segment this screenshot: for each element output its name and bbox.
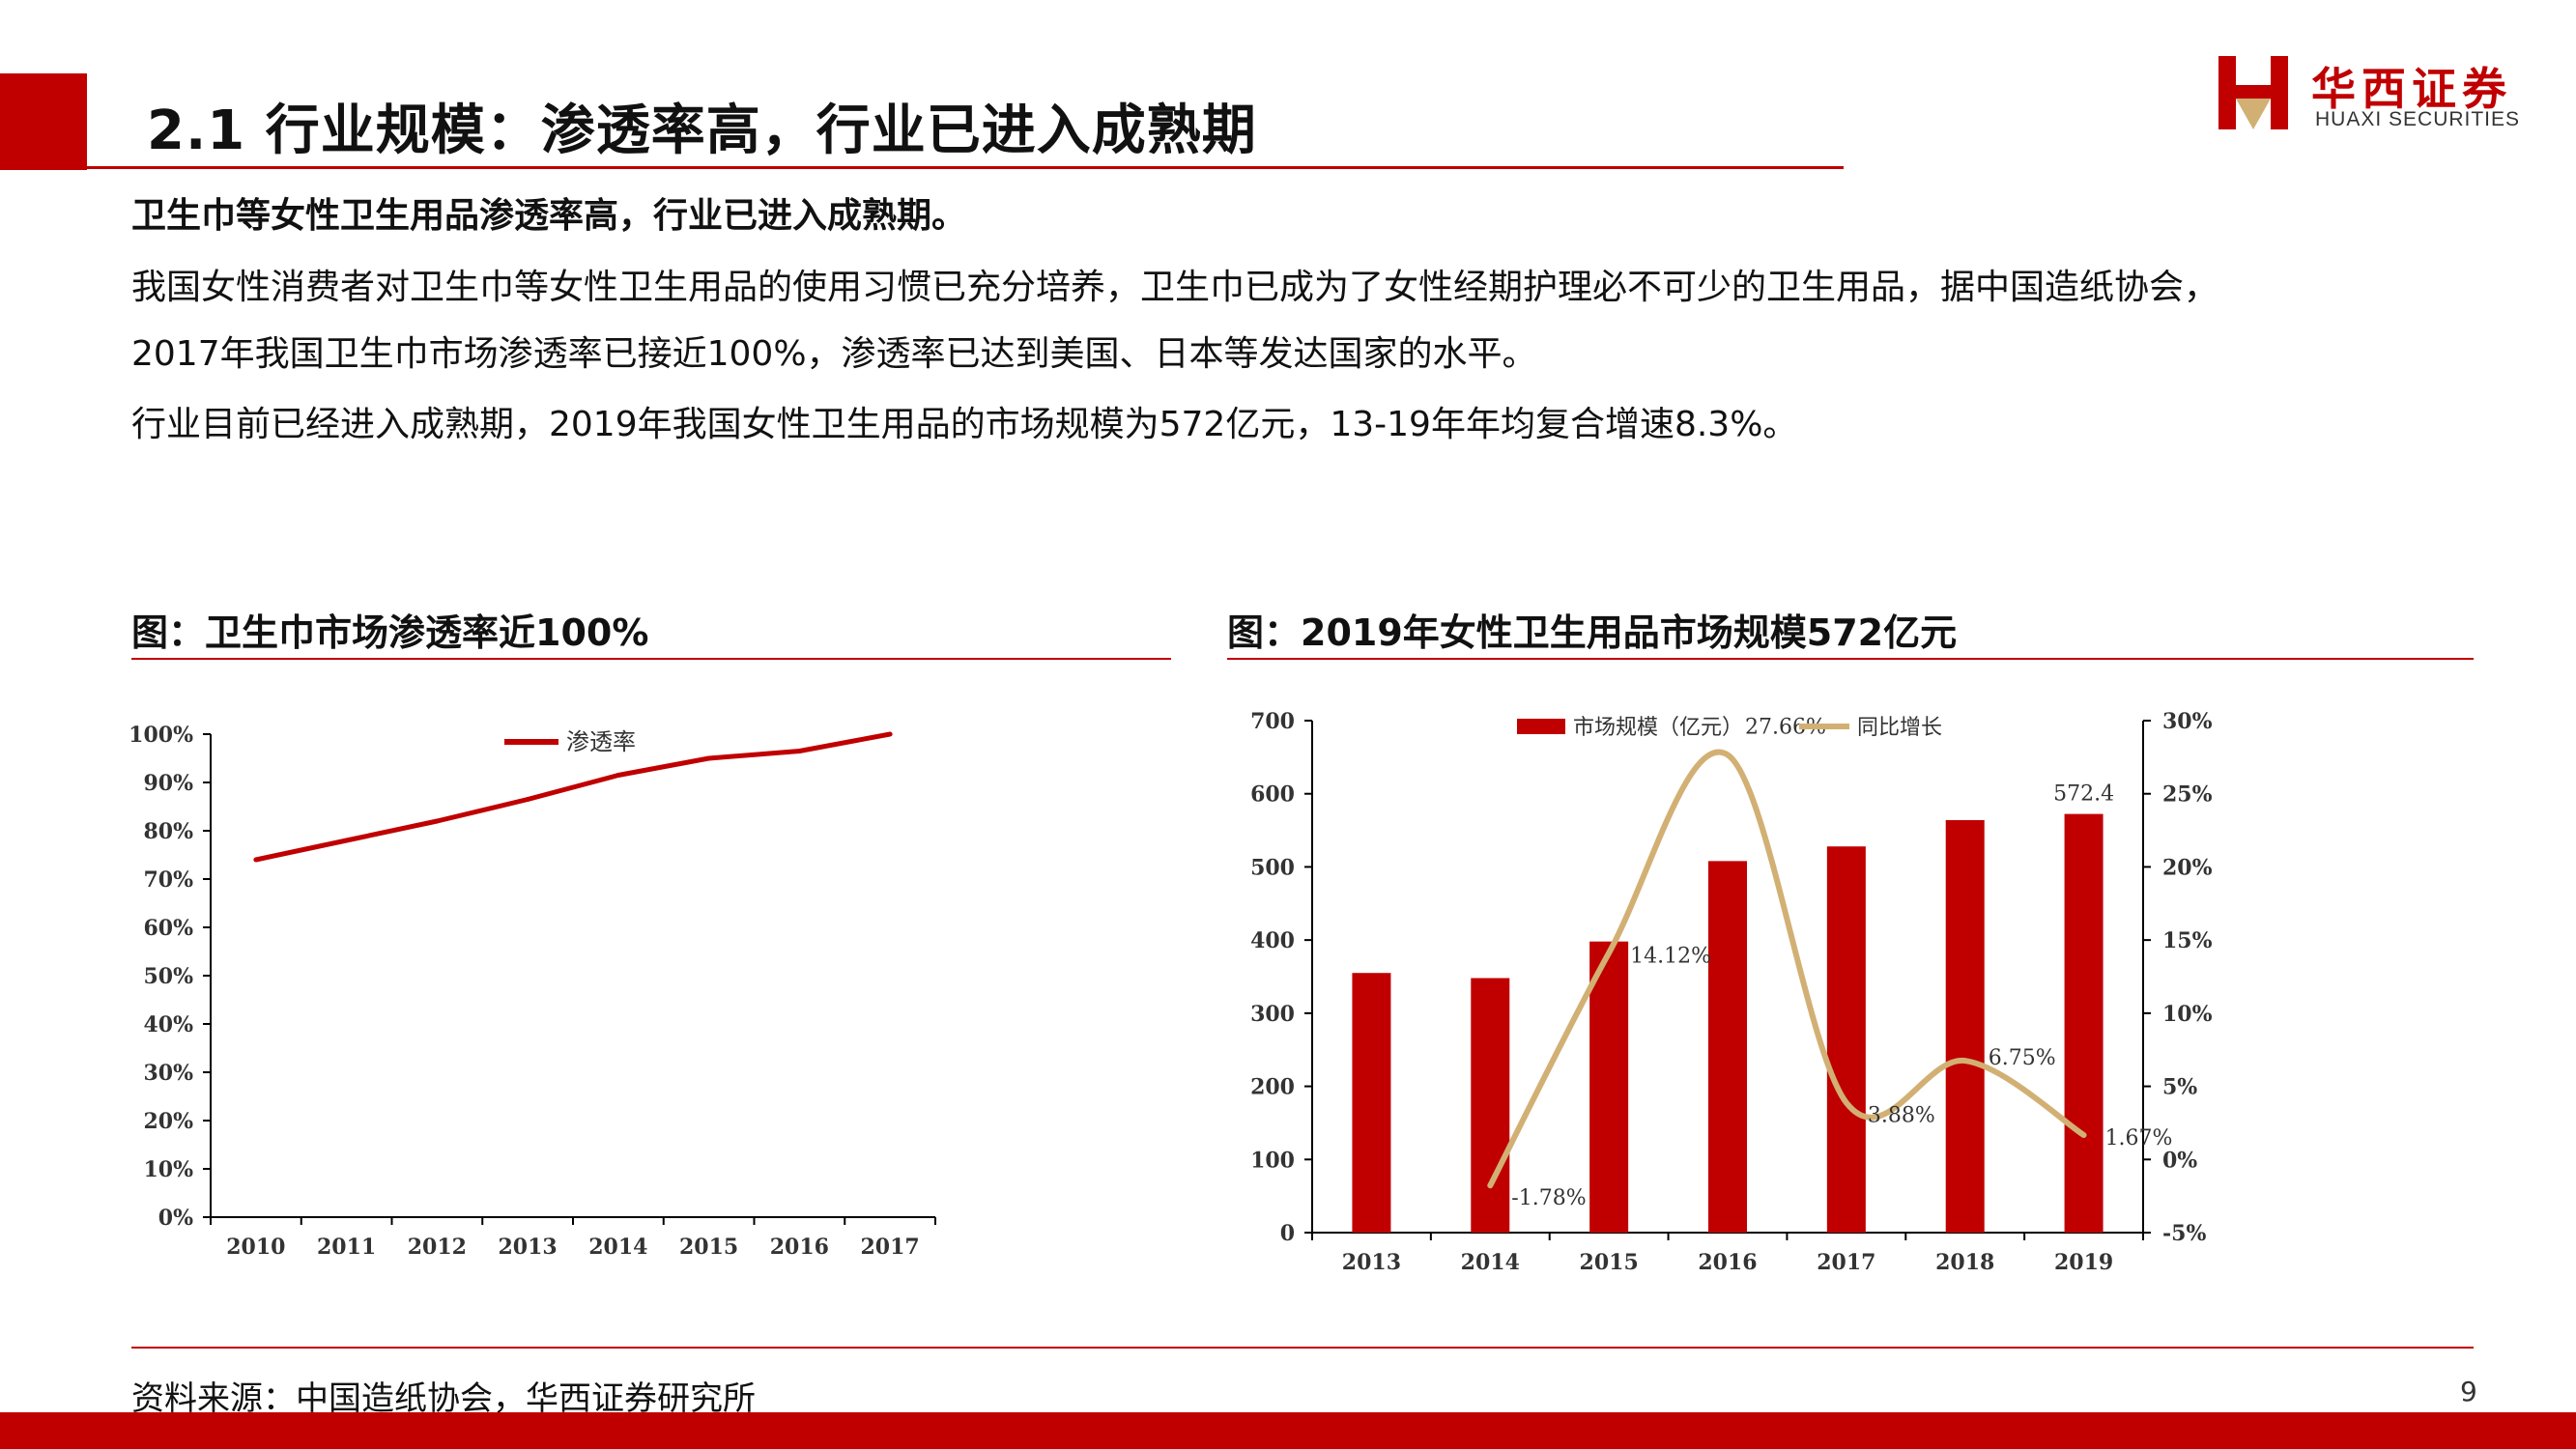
line-data-label: 6.75% xyxy=(1989,1046,2056,1070)
data-point xyxy=(253,857,259,863)
bar xyxy=(1589,941,1629,1233)
body-para1-line1: 我国女性消费者对卫生巾等女性卫生用品的使用习惯已充分培养，卫生巾已成为了女性经期… xyxy=(131,268,2219,307)
series-line-penetration xyxy=(255,731,891,863)
body-heading: 卫生巾等女性卫生用品渗透率高，行业已进入成熟期。 xyxy=(131,196,967,236)
source-note: 资料来源：中国造纸协会，华西证券研究所 xyxy=(131,1379,756,1418)
left-y-tick-label: 600 xyxy=(1250,782,1295,808)
x-tick-label: 2013 xyxy=(1342,1250,1401,1275)
left-y-tick-label: 400 xyxy=(1250,928,1295,953)
right-figure-divider xyxy=(1227,658,2474,660)
right-y-tick-label: 10% xyxy=(2162,1002,2213,1027)
x-tick-label: 2010 xyxy=(226,1235,285,1260)
legend-label: 渗透率 xyxy=(566,728,636,755)
x-tick-label: 2016 xyxy=(770,1235,829,1260)
left-y-tick-label: 700 xyxy=(1250,709,1295,734)
bar xyxy=(1826,846,1866,1233)
logo-text-en: HUAXI SECURITIES xyxy=(2315,108,2521,130)
header-accent-block xyxy=(0,73,87,170)
x-tick-label: 2015 xyxy=(679,1235,738,1260)
line-data-label: 3.88% xyxy=(1868,1104,1935,1128)
y-tick-label: 60% xyxy=(143,916,193,941)
body-para1-line2: 2017年我国卫生巾市场渗透率已接近100%，渗透率已达到美国、日本等发达国家的… xyxy=(131,334,1537,374)
right-y-tick-label: 20% xyxy=(2162,855,2213,880)
left-y-tick-label: 0 xyxy=(1280,1221,1295,1246)
bar xyxy=(1945,819,1985,1233)
x-tick-label: 2016 xyxy=(1698,1250,1757,1275)
right-y-tick-label: 30% xyxy=(2162,709,2213,734)
left-y-tick-label: 300 xyxy=(1250,1002,1295,1027)
legend-label-line: 同比增长 xyxy=(1857,716,1942,740)
y-tick-label: 20% xyxy=(143,1109,193,1134)
bar xyxy=(2064,813,2104,1233)
data-point xyxy=(525,797,530,802)
line-data-label: 14.12% xyxy=(1630,944,1711,968)
legend-label-bar: 市场规模（亿元） xyxy=(1573,716,1743,740)
x-tick-label: 2014 xyxy=(1461,1250,1520,1275)
left-figure-divider xyxy=(131,658,1171,660)
right-y-tick-label: -5% xyxy=(2162,1221,2206,1246)
bar xyxy=(1471,978,1510,1233)
y-tick-label: 100% xyxy=(129,723,193,748)
data-point xyxy=(434,818,440,824)
line-data-label: 1.67% xyxy=(2105,1126,2173,1151)
footer-accent-bar xyxy=(0,1412,2576,1449)
y-tick-label: 0% xyxy=(158,1206,193,1231)
right-y-tick-label: 0% xyxy=(2162,1148,2197,1173)
left-y-tick-label: 100 xyxy=(1250,1148,1295,1173)
page-number: 9 xyxy=(2460,1376,2477,1407)
x-tick-label: 2017 xyxy=(861,1235,920,1260)
logo-text-cn: 华西证券 xyxy=(2311,63,2512,115)
y-tick-label: 50% xyxy=(143,964,193,989)
header-divider xyxy=(87,166,1844,169)
x-tick-label: 2012 xyxy=(408,1235,467,1260)
data-point xyxy=(344,838,350,843)
x-tick-label: 2018 xyxy=(1935,1250,1994,1275)
legend-swatch-bar xyxy=(1517,719,1565,734)
left-y-tick-label: 200 xyxy=(1250,1075,1295,1100)
y-tick-label: 30% xyxy=(143,1061,193,1086)
data-point xyxy=(706,755,712,761)
bar-data-label: 572.4 xyxy=(2053,782,2114,807)
right-y-tick-label: 25% xyxy=(2162,782,2213,808)
series-line-growth xyxy=(1487,749,2087,1189)
data-point xyxy=(615,773,621,778)
y-tick-label: 10% xyxy=(143,1157,193,1182)
page-title: 2.1 行业规模：渗透率高，行业已进入成熟期 xyxy=(147,99,1257,162)
left-figure-title: 图：卫生巾市场渗透率近100% xyxy=(131,611,649,654)
left-y-tick-label: 500 xyxy=(1250,855,1295,880)
x-tick-label: 2013 xyxy=(499,1235,558,1260)
right-y-tick-label: 5% xyxy=(2162,1075,2197,1100)
line-data-label: -1.78% xyxy=(1511,1186,1586,1210)
bar xyxy=(1708,861,1747,1233)
x-tick-label: 2019 xyxy=(2054,1250,2113,1275)
huaxi-logo-icon xyxy=(2218,56,2288,129)
y-tick-label: 40% xyxy=(143,1012,193,1037)
y-tick-label: 70% xyxy=(143,867,193,893)
y-tick-label: 80% xyxy=(143,819,193,844)
y-tick-label: 90% xyxy=(143,771,193,796)
body-para2: 行业目前已经进入成熟期，2019年我国女性卫生用品的市场规模为572亿元，13-… xyxy=(131,405,1798,444)
data-point xyxy=(796,749,802,753)
x-tick-label: 2011 xyxy=(317,1235,376,1260)
right-figure-title: 图：2019年女性卫生用品市场规模572亿元 xyxy=(1227,611,1958,654)
x-tick-label: 2015 xyxy=(1580,1250,1639,1275)
x-tick-label: 2014 xyxy=(588,1235,647,1260)
footer-divider xyxy=(131,1347,2474,1349)
right-y-tick-label: 15% xyxy=(2162,928,2213,953)
data-point xyxy=(887,731,893,737)
x-tick-label: 2017 xyxy=(1817,1250,1875,1275)
bar xyxy=(1352,973,1391,1233)
